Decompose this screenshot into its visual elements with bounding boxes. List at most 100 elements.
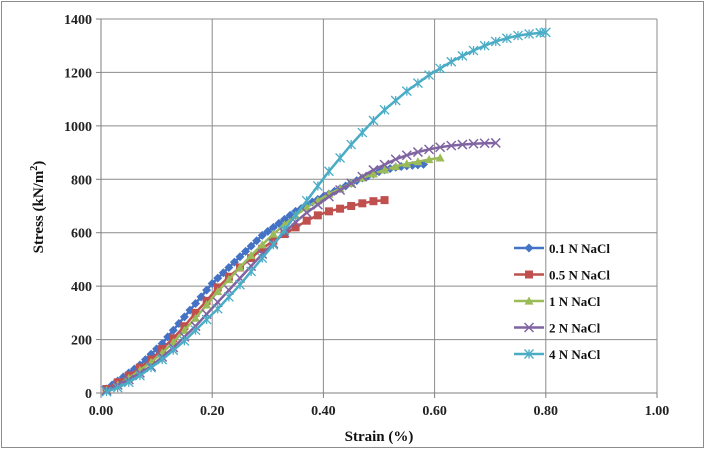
data-point-x [468, 138, 479, 149]
data-point-triangle [302, 202, 312, 211]
data-point-star [201, 314, 212, 325]
data-point-star [346, 139, 357, 150]
data-point-square [347, 202, 356, 210]
x-tick-label: 0.00 [89, 404, 114, 419]
data-point-star [324, 166, 334, 177]
data-point-x [523, 322, 535, 333]
data-point-diamond [179, 312, 189, 322]
data-point-diamond [274, 218, 284, 228]
x-tick-label: 0.60 [422, 404, 447, 419]
data-point-triangle [424, 155, 434, 164]
data-point-star [312, 181, 323, 191]
data-point-x [301, 207, 312, 218]
data-point-star [212, 303, 223, 314]
legend-label: 0.1 N NaCl [549, 241, 610, 256]
data-point-x [335, 184, 346, 196]
data-point-square [336, 204, 345, 213]
y-tick-label: 600 [71, 227, 92, 242]
data-point-star [335, 152, 346, 163]
data-point-triangle [213, 286, 223, 296]
x-axis-title: Strain (%) [345, 429, 414, 445]
data-point-star [257, 253, 268, 264]
data-point-star [468, 45, 479, 56]
data-point-star [357, 127, 368, 138]
data-point-star [513, 30, 523, 41]
data-point-diamond [246, 241, 256, 251]
data-point-triangle [391, 161, 401, 171]
x-tick-label: 0.80 [534, 404, 559, 419]
data-point-diamond [268, 222, 278, 232]
data-point-square [324, 207, 333, 216]
series-0-5-n-nacl [102, 196, 389, 393]
data-point-triangle [235, 262, 245, 272]
data-point-x [479, 138, 490, 149]
data-point-diamond [252, 236, 262, 246]
data-point-x [412, 147, 423, 158]
legend-label: 2 N NaCl [549, 321, 601, 336]
y-axis-title-main: Stress (kN/m [31, 170, 47, 253]
x-tick-label: 0.40 [311, 404, 336, 419]
data-point-star [368, 115, 379, 126]
data-point-diamond [202, 285, 212, 295]
data-point-star [223, 291, 234, 302]
data-point-square [191, 308, 200, 317]
data-point-x [490, 137, 501, 148]
data-point-x [446, 140, 457, 151]
data-point-x [312, 199, 323, 210]
data-point-x [379, 159, 390, 170]
data-point-x [357, 171, 368, 182]
legend-label: 4 N NaCl [549, 347, 601, 362]
data-point-x [323, 191, 334, 202]
axes [96, 18, 658, 398]
data-point-square [358, 199, 367, 208]
data-point-star [190, 325, 201, 336]
data-point-star [435, 63, 446, 74]
data-point-square [313, 211, 322, 220]
data-point-triangle [179, 325, 189, 334]
data-point-diamond [224, 262, 234, 272]
data-point-triangle [413, 157, 423, 166]
data-point-triangle [191, 313, 201, 322]
data-point-diamond [257, 230, 267, 240]
y-tick-label: 1400 [64, 13, 92, 28]
data-point-star [501, 33, 512, 44]
data-point-star [168, 345, 179, 356]
x-tick-label: 0.20 [200, 404, 225, 419]
data-point-star [301, 195, 312, 206]
data-point-square [380, 196, 389, 205]
data-point-star [490, 36, 501, 47]
data-point-star [457, 50, 468, 61]
data-point-x [346, 178, 357, 189]
data-point-star [446, 56, 457, 67]
x-tick-labels: 0.00 0.20 0.40 0.60 0.80 1.00 [89, 404, 670, 419]
data-point-star [290, 210, 301, 221]
data-point-triangle [268, 229, 278, 238]
data-point-triangle [246, 250, 256, 260]
data-point-x [424, 144, 435, 155]
data-point-square [369, 197, 378, 206]
data-point-triangle [257, 240, 267, 249]
data-point-star [279, 225, 290, 236]
data-point-x [435, 142, 446, 153]
series-lines [101, 27, 551, 397]
data-point-star [390, 95, 401, 106]
y-axis-title-close: ) [31, 161, 47, 166]
data-point-star [540, 27, 551, 38]
data-point-star [157, 354, 168, 365]
data-point-diamond [524, 243, 534, 253]
legend-item: 2 N NaCl [514, 321, 601, 336]
data-point-star [146, 362, 156, 373]
data-point-diamond [235, 252, 245, 262]
y-tick-label: 1200 [64, 66, 92, 81]
data-point-square [291, 223, 300, 232]
gridlines [101, 18, 658, 393]
data-point-square [302, 216, 311, 225]
data-point-x [401, 150, 412, 161]
data-point-triangle [224, 274, 234, 284]
data-point-star [101, 386, 112, 397]
legend-label: 1 N NaCl [549, 294, 601, 309]
data-point-star [412, 78, 423, 89]
legend-item: 0.5 N NaCl [514, 268, 610, 283]
